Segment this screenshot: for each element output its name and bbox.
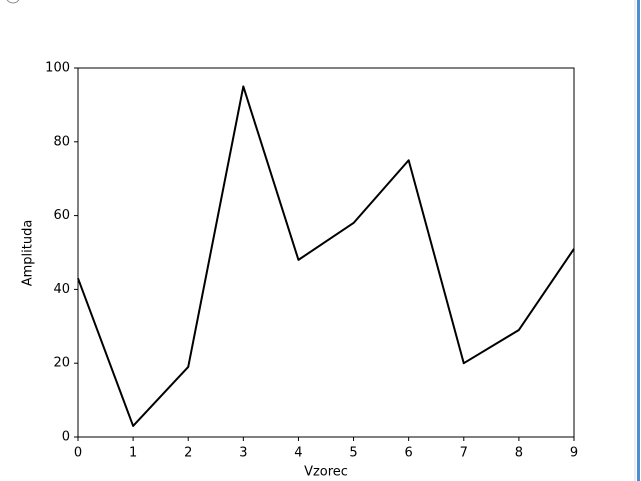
x-tick-label: 9 (570, 446, 578, 461)
y-tick-label: 100 (45, 61, 70, 76)
y-axis-label: Amplituda (21, 220, 36, 287)
x-tick-label: 5 (349, 446, 357, 461)
x-tick-label: 7 (460, 446, 468, 461)
data-line (77, 85, 575, 427)
x-tick-label: 0 (74, 446, 82, 461)
x-tick-label: 3 (239, 446, 247, 461)
x-axis-label: Vzorec (304, 465, 348, 480)
x-tick-label: 4 (294, 446, 302, 461)
radio-button[interactable] (6, 0, 20, 4)
y-tick-label: 20 (53, 356, 70, 371)
x-tick-label: 6 (405, 446, 413, 461)
y-tick-label: 80 (53, 134, 70, 149)
y-tick-label: 40 (53, 282, 70, 297)
x-tick-label: 1 (129, 446, 137, 461)
x-tick-label: 2 (184, 446, 192, 461)
x-tick-label: 8 (515, 446, 523, 461)
y-tick-label: 60 (53, 208, 70, 223)
plot-frame (77, 67, 575, 438)
y-tick-label: 0 (62, 430, 70, 445)
